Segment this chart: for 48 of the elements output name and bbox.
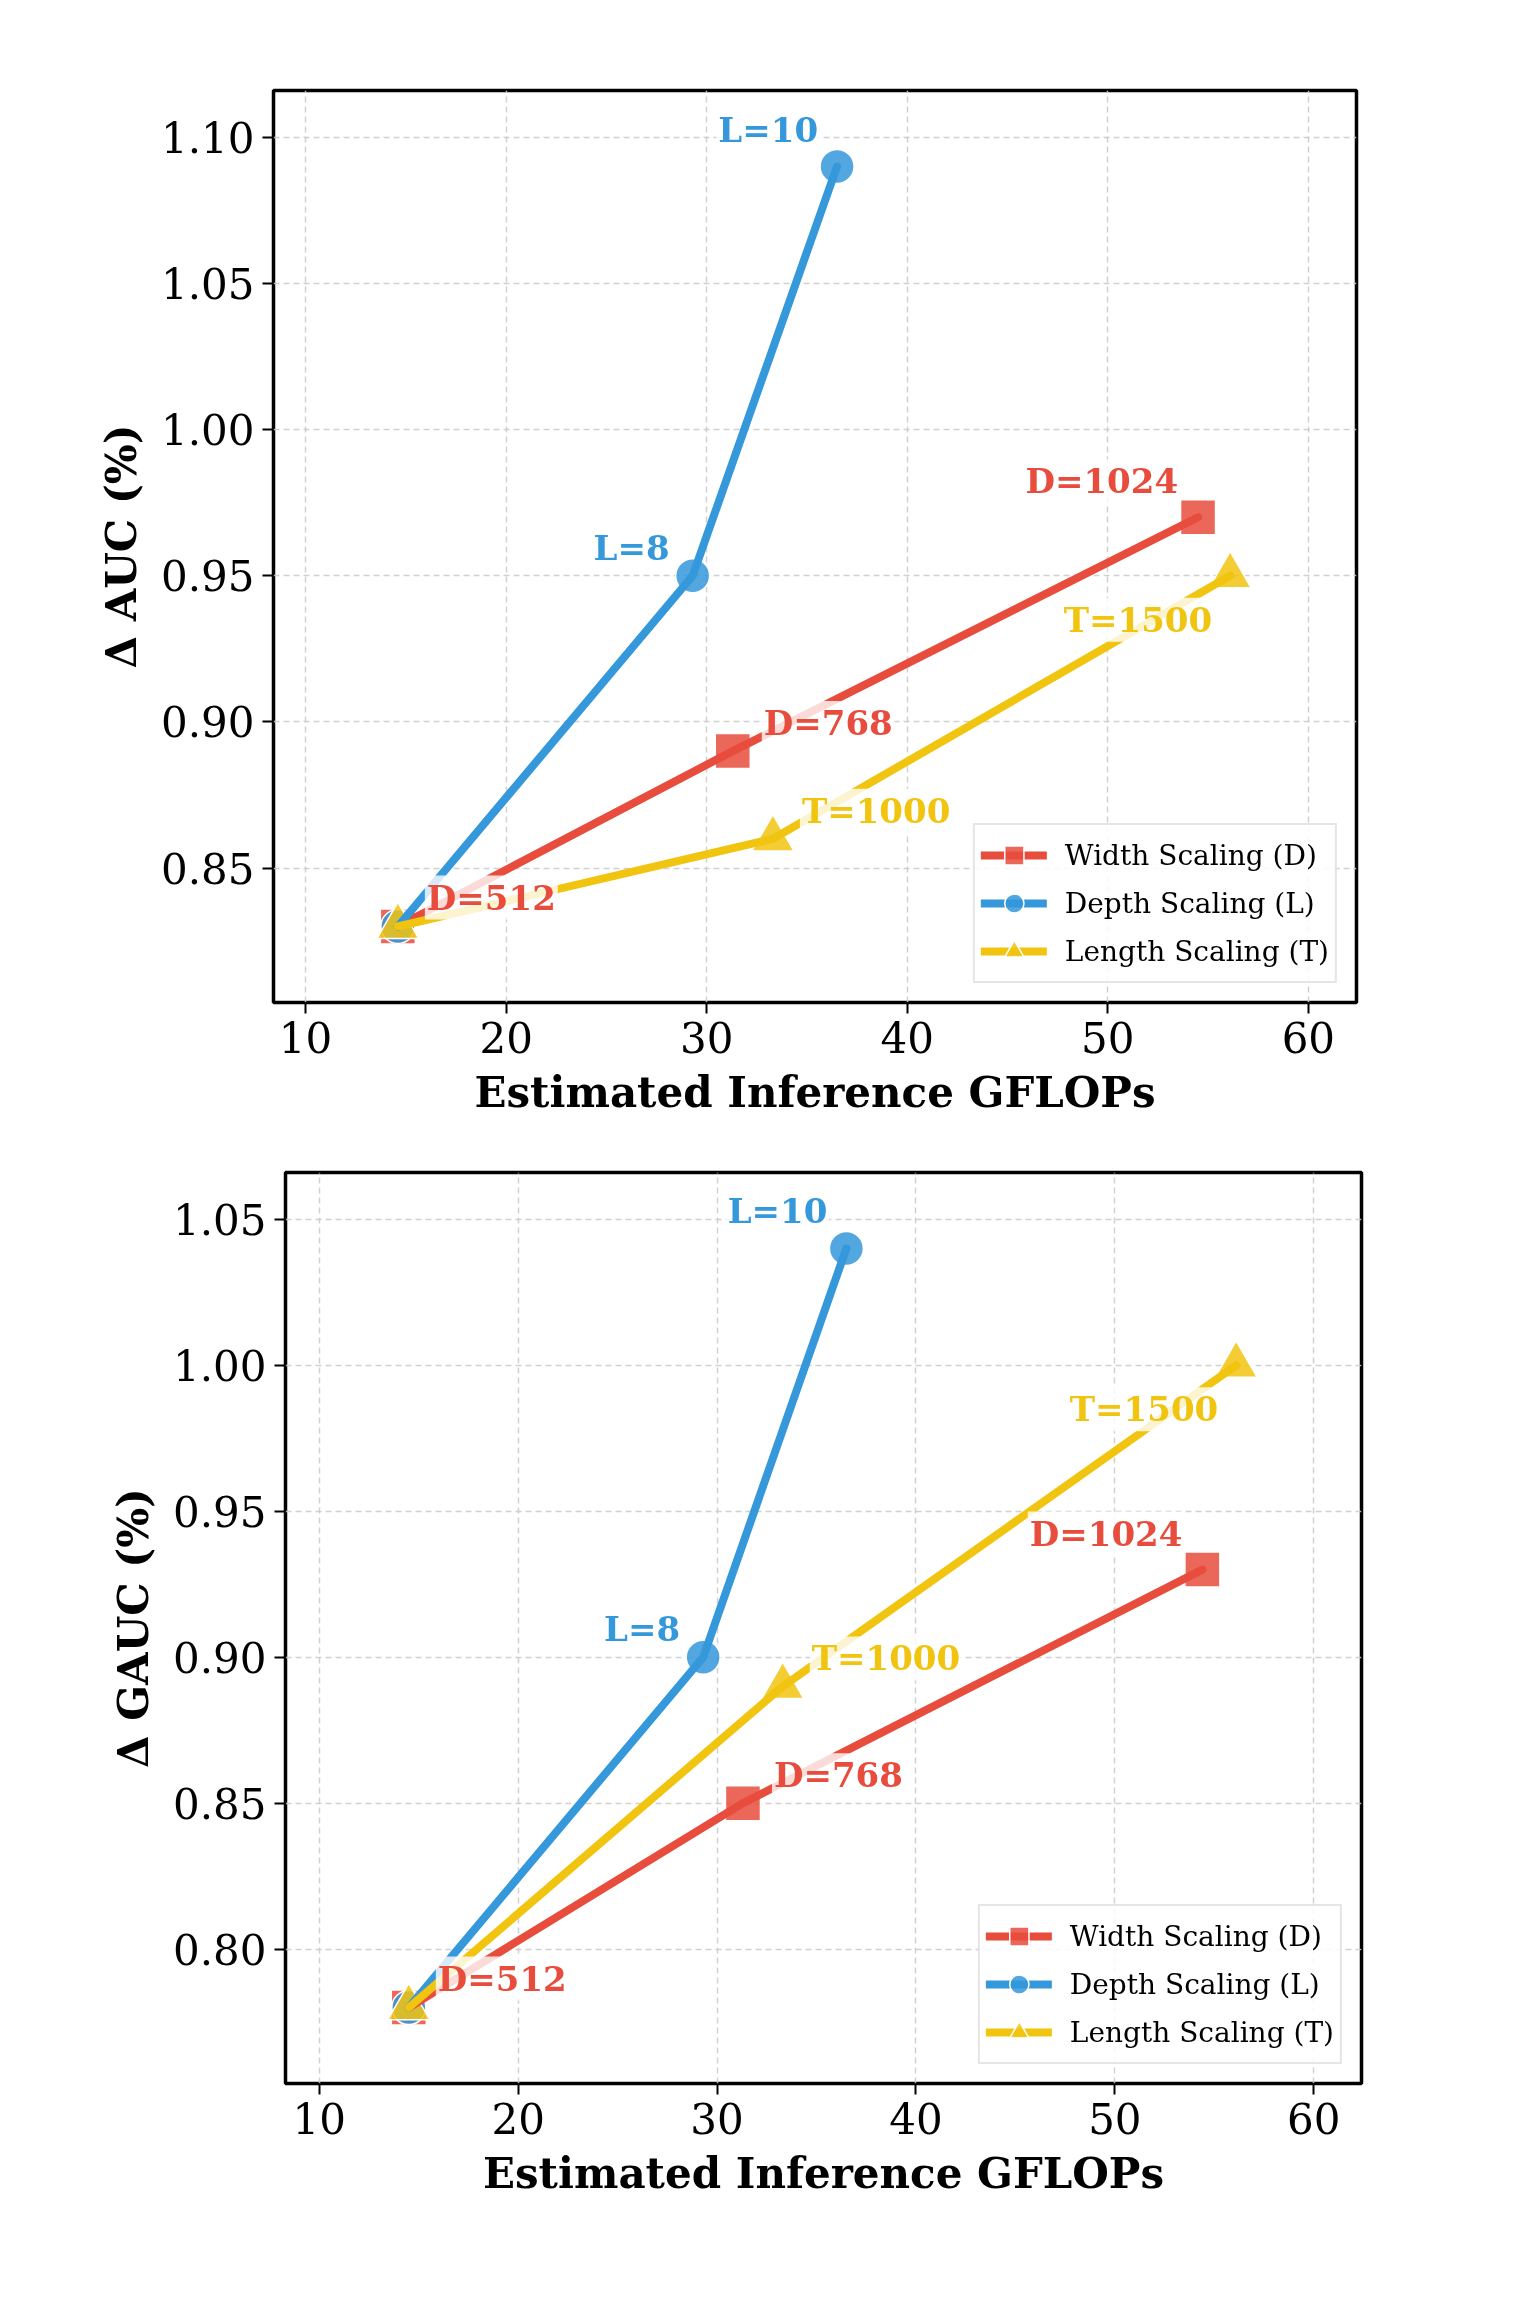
- x-axis-title: Estimated Inference GFLOPs: [474, 1067, 1156, 1117]
- x-tick-label: 50: [1088, 2094, 1142, 2144]
- x-tick-label: 40: [880, 1013, 934, 1063]
- legend-label: Width Scaling (D): [1064, 838, 1317, 872]
- y-tick-label: 0.80: [172, 1925, 267, 1975]
- x-tick-label: 10: [278, 1013, 333, 1063]
- legend-label: Depth Scaling (L): [1064, 886, 1315, 920]
- annotation: D=768: [773, 1755, 903, 1796]
- x-axis-title: Estimated Inference GFLOPs: [482, 2148, 1165, 2198]
- annotation: D=1024: [1025, 461, 1179, 502]
- x-tick-label: 60: [1287, 2094, 1341, 2144]
- annotation: L=10: [727, 1191, 828, 1232]
- y-tick-label: 0.95: [160, 552, 255, 602]
- y-tick-label: 1.05: [160, 259, 255, 309]
- y-tick-label: 0.85: [172, 1779, 267, 1829]
- y-axis-title: Δ GAUC (%): [108, 1488, 158, 1768]
- annotation: T=1500: [1069, 1389, 1219, 1430]
- x-tick-label: 40: [889, 2094, 943, 2144]
- y-tick-label: 0.90: [160, 698, 255, 748]
- x-tick-label: 50: [1081, 1013, 1135, 1063]
- annotation: D=512: [437, 1958, 567, 1999]
- x-tick-label: 30: [679, 1013, 734, 1063]
- y-tick-label: 1.00: [160, 406, 255, 456]
- annotation: D=768: [763, 703, 893, 744]
- x-tick-label: 10: [292, 2094, 347, 2144]
- x-tick-label: 60: [1281, 1013, 1336, 1063]
- annotation: D=1024: [1029, 1513, 1183, 1554]
- x-tick-label: 20: [479, 1013, 533, 1063]
- y-axis-title: Δ AUC (%): [96, 424, 146, 669]
- annotation: T=1000: [811, 1638, 961, 1679]
- x-tick-label: 20: [491, 2094, 545, 2144]
- annotation: L=10: [718, 109, 819, 150]
- y-tick-label: 1.05: [172, 1195, 267, 1245]
- annotation: T=1000: [801, 790, 951, 831]
- annotation: D=512: [426, 877, 556, 918]
- y-tick-label: 1.10: [160, 113, 255, 163]
- y-tick-label: 0.95: [172, 1487, 267, 1537]
- annotation: L=8: [604, 1609, 681, 1650]
- legend-label: Width Scaling (D): [1069, 1919, 1322, 1953]
- legend-label: Length Scaling (T): [1069, 2015, 1334, 2049]
- y-tick-label: 0.90: [172, 1633, 267, 1683]
- legend-label: Depth Scaling (L): [1069, 1967, 1320, 2001]
- x-tick-label: 30: [690, 2094, 744, 2144]
- annotation: L=8: [593, 527, 670, 568]
- y-tick-label: 1.00: [172, 1341, 267, 1391]
- y-tick-label: 0.85: [160, 844, 255, 894]
- legend-label: Length Scaling (T): [1064, 934, 1329, 968]
- annotation: T=1500: [1063, 599, 1213, 640]
